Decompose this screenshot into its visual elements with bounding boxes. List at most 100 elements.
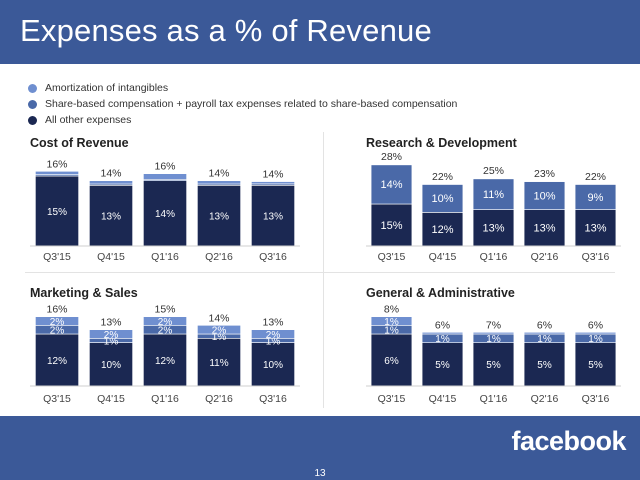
data-label: 6% [384, 356, 399, 367]
legend-item-share-based: Share-based compensation + payroll tax e… [28, 96, 457, 112]
data-label: 2% [104, 330, 119, 341]
bar-segment [421, 183, 464, 185]
bar-segment [472, 177, 515, 180]
bar-segment [251, 342, 295, 387]
bar-segment [197, 184, 241, 247]
total-label: 8% [384, 304, 399, 316]
data-label: 12% [431, 224, 453, 236]
bar-segment [523, 180, 566, 182]
page-number: 13 [314, 468, 326, 479]
research-development-panel: Research & Development 15% 14% 28% Q3'15 12%… [366, 136, 621, 266]
chart-title: Marketing & Sales [30, 286, 138, 300]
chart-title: Cost of Revenue [30, 136, 129, 150]
total-label: 14% [262, 169, 283, 181]
data-label: 11% [209, 358, 228, 369]
bar-segment [370, 163, 413, 166]
bar-segment [197, 337, 241, 387]
x-tick-label: Q1'16 [480, 251, 508, 263]
legend-label-amortization: Amortization of intangibles [45, 82, 169, 94]
data-label: 1% [104, 336, 119, 347]
bar-segment [574, 209, 617, 247]
bar-segment [251, 181, 295, 185]
data-label: 10% [263, 360, 283, 371]
data-label: 14% [380, 179, 402, 191]
bar-segment [89, 329, 133, 339]
data-label: 1% [384, 326, 399, 337]
bar-segment [35, 170, 79, 175]
bar-segment [574, 342, 617, 387]
legend-item-other: All other expenses [28, 112, 457, 128]
chart-title: General & Administrative [366, 286, 515, 300]
data-label: 1% [266, 336, 281, 347]
legend-swatch-other [28, 115, 37, 125]
x-tick-label: Q2'16 [531, 251, 559, 263]
total-label: 16% [46, 304, 67, 316]
data-label: 14% [155, 209, 175, 220]
data-label: 13% [482, 223, 504, 235]
bar-segment [421, 342, 464, 387]
bar-segment [89, 184, 133, 247]
page-title: Expenses as a % of Revenue [20, 13, 432, 48]
data-label: 2% [50, 326, 65, 337]
bar-segment [370, 203, 413, 247]
legend-swatch-amortization [28, 83, 37, 93]
bar-segment [143, 316, 187, 326]
total-label: 6% [435, 319, 450, 331]
total-label: 14% [100, 168, 121, 180]
footer-bar: facebook 13 [0, 416, 640, 480]
data-label: 10% [101, 360, 121, 371]
total-label: 14% [208, 312, 229, 324]
data-label: 12% [155, 356, 175, 367]
x-tick-label: Q1'16 [151, 393, 179, 405]
marketing-sales-chart: 12%2%2%16%Q3'1510%1%2%13%Q4'1512%2%2%15%… [30, 304, 300, 405]
x-tick-label: Q4'15 [429, 251, 457, 263]
total-label: 16% [154, 161, 175, 173]
bar-segment [35, 175, 79, 247]
total-label: 6% [537, 319, 552, 331]
panel-divider-vertical [323, 132, 324, 408]
data-label: 5% [537, 360, 552, 371]
marketing-sales-panel: Marketing & Sales 12% 2% 2% 16% Q3'15 10% 1% 2%… [30, 286, 300, 408]
x-tick-label: Q4'15 [97, 251, 125, 263]
data-label: 2% [212, 326, 227, 337]
x-tick-label: Q2'16 [205, 393, 233, 405]
total-label: 22% [585, 171, 606, 183]
x-tick-label: Q3'15 [378, 393, 406, 405]
bar-segment [472, 178, 515, 210]
bar-segment [523, 331, 566, 335]
x-tick-label: Q3'16 [582, 251, 610, 263]
bar-segment [35, 316, 79, 326]
bar-segment [574, 183, 617, 185]
facebook-logo: facebook [511, 426, 626, 456]
data-label: 2% [50, 317, 65, 328]
data-label: 5% [588, 360, 603, 371]
data-label: 10% [533, 190, 555, 202]
x-tick-label: Q3'15 [378, 251, 406, 263]
bar-segment [472, 209, 515, 247]
data-label: 2% [266, 330, 281, 341]
bar-segment [370, 316, 413, 326]
data-label: 5% [435, 360, 450, 371]
x-tick-label: Q4'15 [97, 393, 125, 405]
data-label: 13% [263, 212, 283, 223]
bar-segment [251, 184, 295, 247]
x-tick-label: Q3'16 [582, 393, 610, 405]
bar-segment [197, 180, 241, 185]
cost-of-revenue-panel: Cost of Revenue 15% 16% Q3'15 13% 14% Q4'15 14… [30, 136, 300, 266]
data-label: 10% [431, 193, 453, 205]
data-label: 1% [537, 334, 552, 345]
total-label: 25% [483, 165, 504, 177]
x-tick-label: Q3'16 [259, 393, 287, 405]
general-administrative-panel: General & Administrative 6% 1% 1% 8% Q3'15 5%… [366, 286, 621, 408]
data-label: 1% [435, 334, 450, 345]
total-label: 6% [588, 319, 603, 331]
legend-label-other: All other expenses [45, 114, 132, 126]
data-label: 1% [486, 334, 501, 345]
total-label: 13% [262, 317, 283, 329]
bar-segment [370, 333, 413, 387]
x-tick-label: Q3'15 [43, 251, 71, 263]
data-label: 1% [212, 332, 227, 343]
bar-segment [251, 329, 295, 339]
legend-swatch-share-based [28, 99, 37, 109]
data-label: 13% [533, 223, 555, 235]
